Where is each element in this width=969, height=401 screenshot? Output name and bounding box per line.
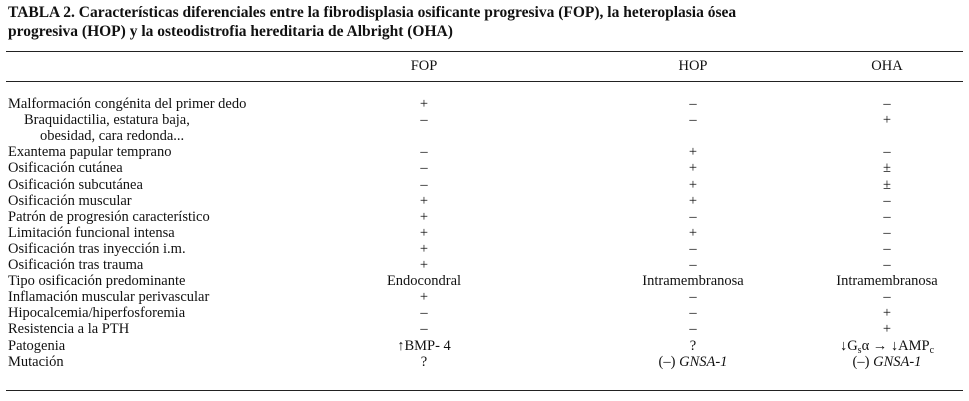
column-header: HOP	[678, 58, 708, 74]
cell: –	[689, 208, 697, 225]
cell: +	[882, 321, 892, 338]
row-label: Hipocalcemia/hiperfosforemia	[8, 305, 186, 322]
cell: +	[419, 96, 429, 112]
cell: –	[420, 321, 428, 338]
cell: –	[883, 144, 891, 161]
cell: ±	[883, 176, 891, 193]
cell: +	[688, 224, 698, 241]
row-label: Osificación tras trauma	[8, 257, 144, 273]
row-label: Resistencia a la PTH	[8, 321, 130, 338]
cell: (–) GNSA-1	[853, 354, 922, 370]
cell: –	[420, 144, 428, 161]
cell: +	[419, 240, 429, 257]
cell: –	[883, 289, 891, 306]
cell: +	[419, 192, 429, 209]
row-label: Exantema papular temprano	[8, 144, 172, 161]
cell: –	[689, 96, 697, 112]
column-header: FOP	[410, 58, 438, 74]
row-label: Mutación	[8, 353, 64, 370]
cell: –	[420, 176, 428, 193]
cell: ↓Gsα → ↓AMPc	[840, 338, 934, 359]
cell-part: GNSA-1	[873, 353, 922, 370]
cell: ↑BMP- 4	[397, 337, 451, 354]
row-label: obesidad, cara redonda...	[40, 128, 185, 145]
cell: –	[689, 289, 697, 306]
row-label: Osificación tras inyección i.m.	[8, 240, 186, 257]
cell: –	[689, 305, 697, 322]
row-label: Malformación congénita del primer dedo	[8, 96, 247, 112]
cell: –	[883, 208, 891, 225]
title-line: TABLA 2. Características diferenciales e…	[8, 4, 737, 21]
row-label: Patogenia	[8, 337, 66, 354]
cell: –	[689, 321, 697, 338]
cell: –	[883, 257, 891, 273]
cell: –	[883, 192, 891, 209]
cell: –	[689, 257, 697, 273]
cell: ?	[689, 337, 697, 354]
cell: (–) GNSA-1	[659, 354, 728, 370]
cell: –	[883, 224, 891, 241]
cell: –	[689, 240, 697, 257]
cell: +	[688, 160, 698, 177]
cell: –	[420, 160, 428, 177]
cell: +	[882, 305, 892, 322]
cell: –	[883, 96, 891, 112]
cell-part: GNSA-1	[679, 353, 728, 370]
row-label: Osificación subcutánea	[8, 176, 143, 193]
title-line: progresiva (HOP) y la osteodistrofia her…	[8, 23, 453, 40]
cell: +	[419, 289, 429, 306]
cell-part: (–)	[852, 353, 874, 370]
cell: –	[420, 112, 428, 129]
top-rule	[6, 51, 963, 52]
cell: +	[419, 208, 429, 225]
row-label: Osificación cutánea	[8, 160, 123, 177]
row-label: Tipo osificación predominante	[8, 273, 186, 290]
cell: ±	[883, 160, 891, 177]
row-label: Patrón de progresión característico	[8, 208, 210, 225]
cell: +	[688, 176, 698, 193]
cell: +	[688, 192, 698, 209]
cell-part: s	[857, 344, 862, 356]
cell: +	[419, 257, 429, 273]
column-header: OHA	[871, 58, 903, 74]
cell: +	[419, 224, 429, 241]
header-rule	[6, 81, 963, 82]
row-label: Braquidactilia, estatura baja,	[24, 112, 190, 129]
cell: Intramembranosa	[836, 273, 938, 290]
cell: Intramembranosa	[642, 273, 744, 290]
cell: +	[688, 144, 698, 161]
cell-part: c	[929, 344, 935, 356]
cell: –	[883, 240, 891, 257]
row-label: Osificación muscular	[8, 192, 132, 209]
cell: +	[882, 112, 892, 129]
cell: ?	[420, 353, 428, 370]
cell: Endocondral	[386, 273, 462, 290]
row-label: Limitación funcional intensa	[8, 224, 175, 241]
cell-part: (–)	[658, 353, 680, 370]
cell: –	[420, 305, 428, 322]
cell: –	[689, 112, 697, 129]
row-label: Inflamación muscular perivascular	[8, 289, 210, 306]
cell-part: α → ↓AMP	[861, 337, 930, 354]
cell-part: ↓G	[839, 337, 858, 354]
bottom-rule	[6, 390, 963, 391]
